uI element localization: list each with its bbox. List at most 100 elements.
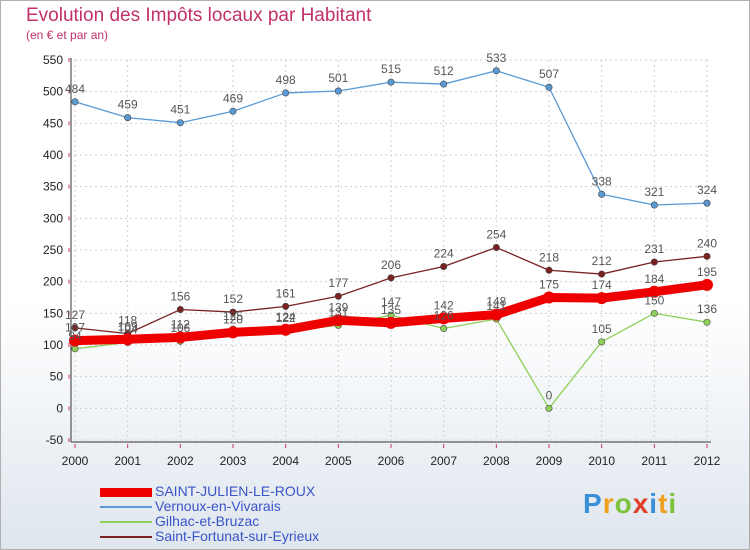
logo-letter: r [602,488,615,519]
logo-letter: x [632,488,650,519]
data-point [334,292,342,300]
logo-letter: i [668,488,678,519]
data-point [174,331,187,344]
data-point [332,314,345,327]
x-tick-label: 2008 [483,454,510,468]
x-tick-label: 2011 [641,454,667,468]
data-point [703,252,711,260]
data-label: 174 [592,278,612,292]
data-label: 177 [328,276,348,290]
x-tick-label: 2007 [430,454,457,468]
data-point [440,325,448,333]
data-point [492,67,500,75]
y-tick-label: 300 [43,211,63,225]
data-label: 324 [697,183,717,197]
data-point [229,308,237,316]
data-label: 148 [486,295,506,309]
data-label: 120 [223,312,243,326]
data-label: 141 [486,299,506,313]
data-point [595,292,608,305]
y-tick-label: 200 [43,275,63,289]
legend-swatch [100,536,152,538]
legend-label: SAINT-JULIEN-LE-ROUX [155,483,316,499]
data-point [545,404,553,412]
data-label: 195 [697,265,717,279]
data-label: 484 [65,82,85,96]
data-label: 127 [65,308,85,322]
data-label: 152 [223,292,243,306]
data-point [492,243,500,251]
data-label: 112 [171,317,190,331]
data-label: 184 [644,272,664,286]
legend-label: Vernoux-en-Vivarais [155,498,281,514]
data-point [545,83,553,91]
data-label: 131 [328,305,348,319]
logo-letter: P [583,488,603,519]
legend-swatch [100,488,152,497]
y-tick-label: 450 [43,116,63,130]
data-point [176,119,184,127]
data-label: 105 [592,322,612,336]
data-point [279,323,292,336]
data-label: 0 [546,388,553,402]
y-tick-label: -50 [46,433,64,447]
data-point [282,89,290,97]
data-point [650,258,658,266]
logo-letter: i [649,488,659,519]
data-point [703,318,711,326]
legend-item: Saint-Fortunat-sur-Eyrieux [100,528,360,544]
y-tick-label: 350 [43,180,63,194]
legend-swatch [100,521,152,523]
data-label: 218 [539,250,559,264]
x-tick-label: 2004 [272,454,299,468]
data-point [124,114,132,122]
data-point [545,266,553,274]
data-label: 338 [592,174,612,188]
data-label: 469 [223,91,243,105]
data-point [437,312,450,325]
data-point [543,291,555,304]
x-tick-label: 2003 [220,454,247,468]
data-label: 142 [434,298,454,312]
logo-letter: t [658,488,669,519]
data-label: 147 [381,295,401,309]
data-label: 109 [118,319,138,333]
data-point [71,324,79,332]
y-tick-label: 150 [43,306,63,320]
data-label: 533 [486,51,506,65]
data-point [387,78,395,86]
data-label: 118 [118,314,137,328]
data-label: 135 [381,303,401,317]
data-label: 212 [592,254,612,268]
y-tick-label: 550 [43,53,63,67]
legend-swatch [100,506,152,508]
data-label: 104 [118,322,138,336]
y-tick-label: 50 [50,370,64,384]
data-point [385,316,397,329]
proxiti-logo: Proxiti [583,488,677,520]
x-tick-label: 2002 [167,454,194,468]
data-point [703,199,711,207]
data-point [701,278,713,291]
data-point [387,274,395,282]
data-label: 240 [697,236,717,250]
legend-item: SAINT-JULIEN-LE-ROUX [100,483,360,499]
data-label: 231 [644,242,664,256]
x-tick-label: 2012 [694,454,721,468]
data-point [598,338,606,346]
legend-item: Vernoux-en-Vivarais [100,498,360,514]
data-label: 139 [328,300,348,314]
x-tick-label: 2010 [588,454,615,468]
x-tick-label: 2000 [62,454,89,468]
data-label: 254 [486,227,506,241]
data-label: 515 [381,62,401,76]
data-label: 512 [434,64,454,78]
data-point [227,326,239,339]
data-label: 175 [539,278,559,292]
data-label: 498 [276,73,296,87]
data-label: 161 [276,286,296,300]
y-tick-label: 500 [43,85,63,99]
data-point [176,306,184,314]
data-label: 224 [434,246,454,260]
